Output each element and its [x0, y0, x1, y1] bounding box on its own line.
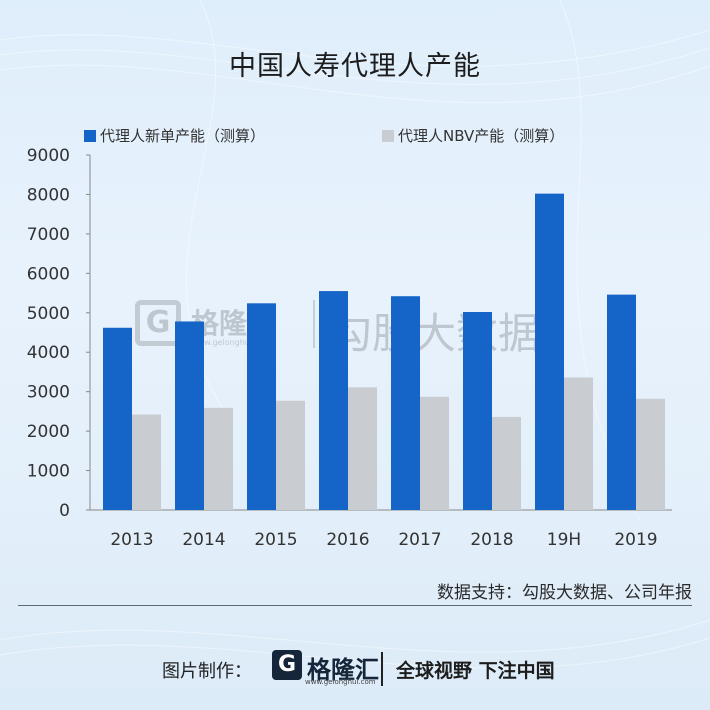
bar-new-business-2014 — [175, 321, 204, 510]
x-tick-label: 2018 — [470, 530, 513, 550]
logo-name: 格隆汇 — [307, 656, 379, 684]
legend-swatch-new-business — [84, 129, 96, 142]
legend-item-nbv: 代理人NBV产能（测算） — [382, 125, 564, 146]
y-tick-label: 3000 — [27, 383, 70, 403]
y-tick-label: 9000 — [27, 146, 70, 166]
bar-new-business-2013 — [103, 327, 132, 510]
y-tick-label: 6000 — [27, 264, 70, 284]
x-tick-label: 19H — [547, 530, 581, 550]
bar-new-business-2019 — [607, 294, 636, 510]
legend-label-nbv: 代理人NBV产能（测算） — [398, 127, 565, 145]
bar-nbv-2018 — [492, 416, 521, 510]
bar-new-business-2015 — [247, 303, 276, 510]
footer-separator — [381, 652, 383, 686]
bar-chart: 0 1000 2000 3000 4000 5000 6000 7000 8000 9000 201… — [27, 146, 672, 550]
bar-nbv-2013 — [132, 414, 161, 510]
tagline: 全球视野 下注中国 — [396, 660, 555, 682]
x-tick-label: 2013 — [110, 530, 153, 550]
bar-new-business-2017 — [391, 296, 420, 510]
y-tick-label: 0 — [59, 501, 70, 521]
bar-nbv-2014 — [204, 407, 233, 510]
bar-new-business-2016 — [319, 291, 348, 510]
logo-url: www.gelonghui.com — [305, 678, 376, 686]
gelonghui-logo-icon: G — [272, 650, 302, 680]
y-tick-label: 1000 — [27, 462, 70, 482]
y-tick-label: 4000 — [27, 343, 70, 363]
y-tick-label: 8000 — [27, 185, 70, 205]
watermark-logo-icon: G — [135, 300, 181, 346]
watermark-divider — [313, 300, 315, 348]
footer-divider — [18, 605, 692, 606]
bar-nbv-2016 — [348, 387, 377, 510]
bar-nbv-2019 — [636, 398, 665, 510]
x-tick-label: 2015 — [254, 530, 297, 550]
bar-nbv-19H — [564, 377, 593, 510]
x-tick-label: 2017 — [398, 530, 441, 550]
bar-nbv-2015 — [276, 400, 305, 510]
y-tick-label: 2000 — [27, 422, 70, 442]
watermark-text: 勾股大数据 — [330, 309, 541, 358]
bar-nbv-2017 — [420, 396, 449, 510]
watermark-url: www.gelonghui.com — [191, 338, 272, 347]
footer: 图片制作： G 格隆汇 www.gelonghui.com 全球视野 下注中国 — [0, 648, 710, 690]
legend-label-new-business: 代理人新单产能（测算） — [100, 127, 266, 145]
x-tick-label: 2016 — [326, 530, 369, 550]
bar-new-business-19H — [535, 193, 564, 510]
source-note: 数据支持：勾股大数据、公司年报 — [437, 583, 692, 603]
y-tick-label: 5000 — [27, 304, 70, 324]
chart-title: 中国人寿代理人产能 — [229, 51, 481, 82]
x-tick-label: 2019 — [614, 530, 657, 550]
y-tick-label: 7000 — [27, 225, 70, 245]
legend-item-new-business: 代理人新单产能（测算） — [84, 125, 265, 146]
legend-swatch-nbv — [382, 129, 394, 142]
x-tick-label: 2014 — [182, 530, 225, 550]
bar-new-business-2018 — [463, 311, 492, 510]
credit-label: 图片制作： — [162, 661, 252, 682]
